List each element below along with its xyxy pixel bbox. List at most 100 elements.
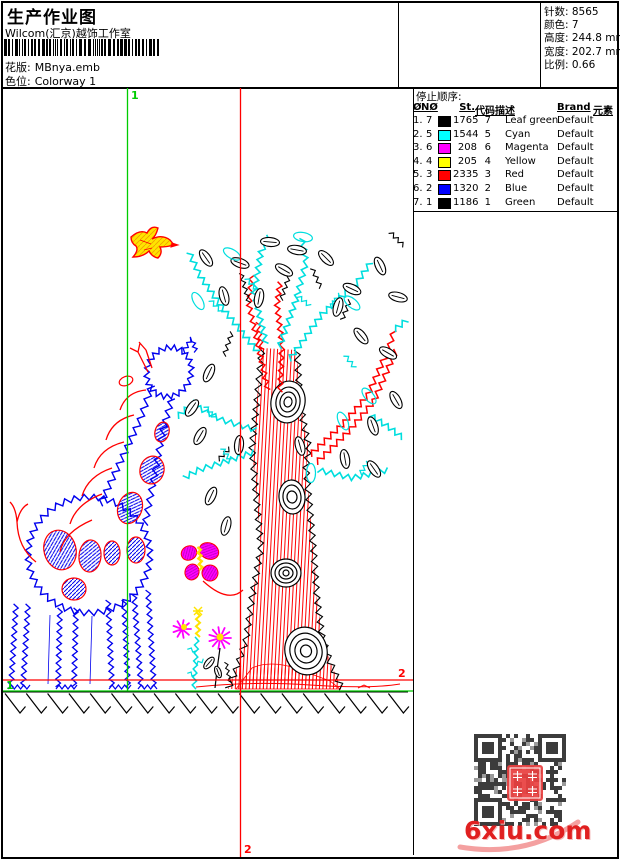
- pattern-file-row: 花版: MBnya.emb: [5, 59, 104, 75]
- hoop-guides: 1 1 2 2: [3, 88, 413, 857]
- stat-line-0: 针数: 8565: [544, 6, 599, 18]
- thread-swatch: [438, 184, 451, 195]
- watermark-swoosh: [457, 819, 581, 853]
- company-name: Wilcom(汇京)越饰工作室: [5, 27, 131, 40]
- thread-code: 5: [484, 128, 491, 140]
- start-marker-left: 1: [6, 679, 14, 692]
- thread-brand: Default: [557, 142, 594, 154]
- needle-number: 4: [426, 155, 433, 167]
- stop-sequence-panel: 停止顺序: Ø NØ St. 代码 描述 Brand 元素 1. 7 1765 7 Leaf gre…: [413, 89, 618, 211]
- thread-swatch: [438, 170, 451, 182]
- header-right-border: [398, 3, 399, 87]
- stat-line-4: 比例: 0.66: [544, 58, 596, 71]
- page-title: 生产作业图: [7, 8, 97, 28]
- stitch-count: 1186: [453, 196, 479, 208]
- stop-row-2: 2. 5 1544 5 Cyan Default: [413, 129, 618, 142]
- thread-description: Cyan: [505, 128, 531, 140]
- barcode: [4, 39, 159, 56]
- thread-description: Red: [505, 169, 524, 181]
- stitch-count: 205: [457, 155, 477, 167]
- thread-code: 1: [484, 196, 491, 208]
- butterfly-and-flowers: [172, 542, 244, 690]
- stop-row-4: 4. 4 205 4 Yellow Default: [413, 156, 618, 169]
- needle-number: 2: [426, 183, 433, 194]
- header-separator: [3, 87, 617, 89]
- giraffe-embroidery: [7, 336, 199, 690]
- seq-number: 5.: [413, 169, 423, 181]
- colorway-row: 色位: Colorway 1: [5, 73, 100, 89]
- design-stats-box: 针数: 8565 颜色: 7 高度: 244.8 mm 宽度: 202.7 mm 比例:…: [544, 6, 620, 72]
- thread-brand: Default: [557, 196, 594, 208]
- thread-swatch: [438, 156, 451, 168]
- watermark-text: 6xiu.com: [464, 816, 592, 845]
- stats-box-border: [540, 3, 541, 87]
- thread-swatch: [438, 116, 451, 127]
- stop-row-3: 3. 6 208 6 Magenta Default: [413, 142, 618, 155]
- thread-brand: Default: [557, 183, 594, 194]
- stitch-count: 1765: [453, 115, 479, 126]
- needle-number: 1: [426, 196, 433, 208]
- needle-number: 3: [426, 169, 433, 181]
- thread-code: 4: [484, 155, 491, 167]
- thread-description: Leaf green: [505, 115, 559, 126]
- stop-sequence-caption: 停止顺序:: [416, 91, 462, 103]
- stop-row-1: 1. 7 1765 7 Leaf green Default: [413, 115, 618, 128]
- seq-number: 6.: [413, 183, 423, 194]
- stop-row-5: 5. 3 2335 3 Red Default: [413, 169, 618, 182]
- stop-row-7: 7. 1 1186 1 Green Default: [413, 197, 618, 210]
- red-seal-stamp: [507, 765, 543, 801]
- seq-number: 3.: [413, 142, 423, 154]
- ground-grass: [3, 682, 410, 714]
- thread-code: 6: [484, 142, 491, 154]
- stitch-count: 208: [457, 142, 477, 154]
- stitch-count: 1320: [453, 183, 479, 194]
- thread-swatch: [438, 143, 451, 155]
- needle-number: 6: [426, 142, 433, 154]
- seq-number: 1.: [413, 115, 423, 126]
- thread-brand: Default: [557, 115, 594, 126]
- column-header-1: NØ: [421, 102, 438, 113]
- stat-line-3: 宽度: 202.7 mm: [544, 45, 620, 58]
- thread-description: Magenta: [505, 142, 549, 154]
- column-header-5: Brand: [557, 102, 591, 113]
- thread-code: 7: [484, 115, 491, 126]
- panel-divider: [413, 89, 414, 855]
- thread-brand: Default: [557, 155, 594, 167]
- thread-description: Yellow: [505, 155, 536, 167]
- end-marker-right: 2: [398, 667, 406, 680]
- column-header-3: 代码: [475, 106, 495, 117]
- stat-line-1: 颜色: 7: [544, 19, 579, 32]
- thread-swatch: [438, 197, 451, 209]
- thread-description: Blue: [505, 183, 528, 194]
- seq-number: 2.: [413, 128, 423, 140]
- thread-code: 3: [484, 169, 491, 181]
- pattern-label: 花版:: [5, 61, 31, 74]
- seq-number: 4.: [413, 155, 423, 167]
- seq-number: 7.: [413, 196, 423, 208]
- column-header-4: 描述: [495, 106, 515, 117]
- table-bottom-border: [414, 211, 617, 212]
- colorway-label: 色位:: [5, 75, 31, 88]
- thread-brand: Default: [557, 169, 594, 181]
- column-header-2: St.: [459, 102, 475, 113]
- thread-code: 2: [484, 183, 491, 194]
- end-marker-bottom: 2: [244, 843, 252, 856]
- tree-embroidery: [177, 231, 409, 691]
- column-header-0: Ø: [413, 102, 422, 113]
- needle-number: 5: [426, 128, 433, 140]
- pattern-value: MBnya.emb: [34, 61, 100, 74]
- stat-line-2: 高度: 244.8 mm: [544, 32, 620, 45]
- yellow-bird: [130, 226, 180, 259]
- stitch-count: 2335: [453, 169, 479, 181]
- needle-number: 7: [426, 115, 433, 126]
- stop-row-6: 6. 2 1320 2 Blue Default: [413, 183, 618, 196]
- thread-description: Green: [505, 196, 536, 208]
- thread-brand: Default: [557, 128, 594, 140]
- column-header-6: 元素: [593, 106, 613, 117]
- colorway-value: Colorway 1: [34, 75, 97, 88]
- start-marker-top: 1: [131, 89, 139, 102]
- stitch-count: 1544: [453, 128, 479, 140]
